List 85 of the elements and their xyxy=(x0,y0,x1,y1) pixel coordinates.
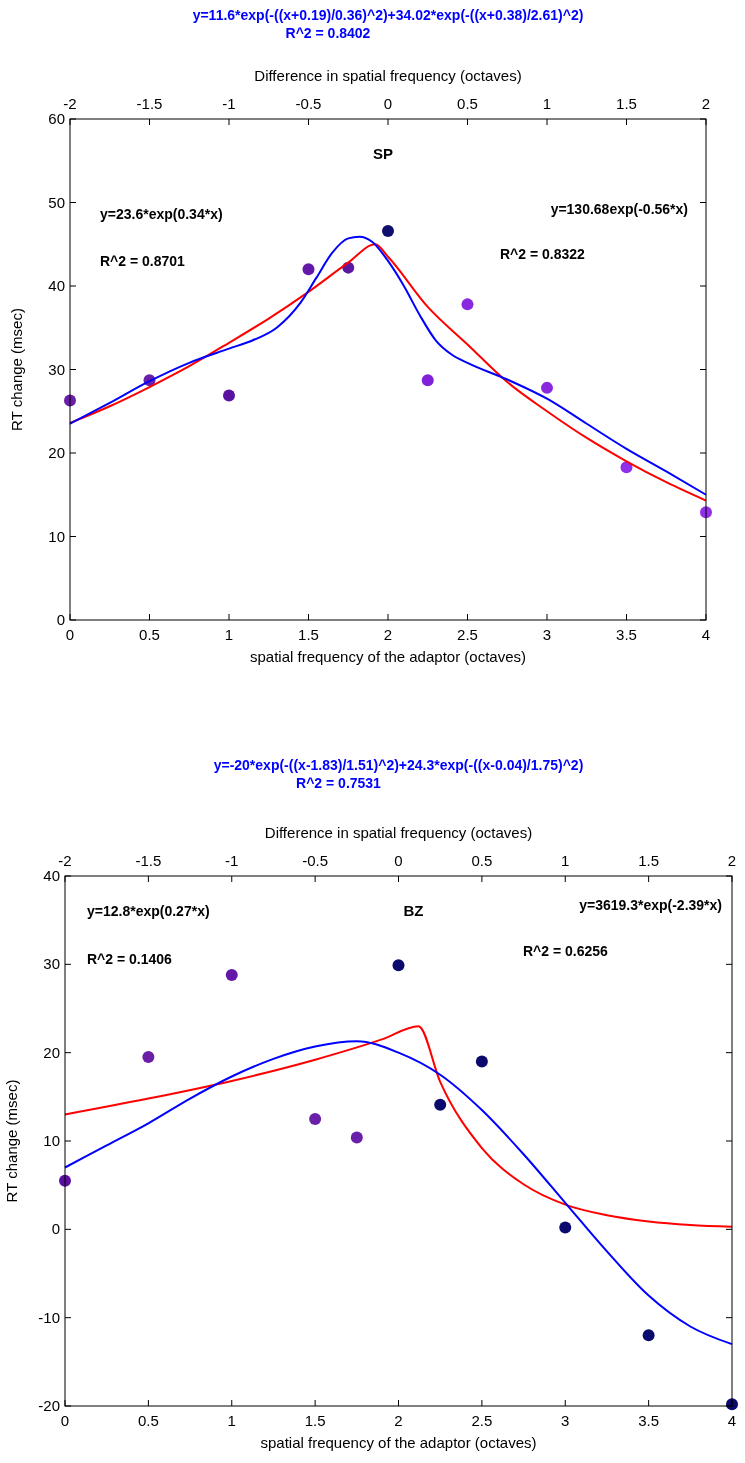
x2-tick-label: -1 xyxy=(222,95,236,112)
x-axis-title: spatial frequency of the adaptor (octaves) xyxy=(260,1434,537,1451)
y-tick-label: 20 xyxy=(43,1043,60,1061)
y-tick-label: 40 xyxy=(43,867,60,884)
x2-tick-label: 1 xyxy=(542,95,552,112)
x-tick-label: 2.5 xyxy=(471,1412,493,1429)
point xyxy=(642,1329,655,1342)
y-tick-label: 0 xyxy=(51,1220,60,1238)
x2-tick-label: 2 xyxy=(701,95,711,112)
point xyxy=(302,263,315,276)
x-tick-label: 2 xyxy=(383,626,393,643)
x-tick-label: 3.5 xyxy=(638,1412,660,1429)
x-tick-label: 4 xyxy=(727,1412,737,1429)
x-tick-label: 1.5 xyxy=(304,1412,326,1429)
x2-tick-label: 2 xyxy=(727,852,737,869)
y-tick-label: 10 xyxy=(43,1132,60,1149)
text: BZ xyxy=(403,902,424,919)
text: R^2 = 0.8402 xyxy=(285,25,371,41)
point xyxy=(223,389,235,402)
point xyxy=(142,1051,155,1064)
annotation: y=12.8*exp(0.27*x) xyxy=(87,903,210,919)
annotation: y=130.68exp(-0.56*x) xyxy=(550,201,688,217)
x2-tick-label: 0 xyxy=(383,95,393,112)
x-tick-label: 1 xyxy=(224,626,234,643)
text: y=11.6*exp(-((x+0.19)/0.36)^2)+34.02*exp(-((x+0.38)/2.61)^2) xyxy=(192,7,584,23)
point xyxy=(382,224,394,237)
x2-tick-label: 1 xyxy=(561,852,570,869)
x2-tick-label: -1 xyxy=(225,852,239,869)
x2-tick-label: 0 xyxy=(394,852,403,869)
x2-tick-label: -0.5 xyxy=(302,852,329,869)
x2-tick-label: -0.5 xyxy=(295,95,322,112)
y-axis-title: RT change (msec) xyxy=(8,308,25,431)
x2-tick-label: 0.5 xyxy=(457,95,478,112)
annotation: y=23.6*exp(0.34*x) xyxy=(100,206,223,222)
point xyxy=(350,1131,363,1144)
y-tick-label: 30 xyxy=(43,955,60,973)
x-tick-label: 2.5 xyxy=(457,626,478,643)
x-axis-title: spatial frequency of the adaptor (octaves) xyxy=(250,648,526,665)
y-tick-label: -20 xyxy=(38,1397,60,1414)
x2-axis-title: Difference in spatial frequency (octaves) xyxy=(254,67,522,84)
x2-tick-label: 1.5 xyxy=(638,852,660,869)
x2-tick-label: -1.5 xyxy=(135,852,162,869)
x2-tick-label: -2 xyxy=(63,95,77,112)
y-tick-label: 60 xyxy=(48,110,65,127)
line-series xyxy=(64,1025,733,1228)
point xyxy=(392,959,405,972)
x-tick-label: 2 xyxy=(394,1412,403,1429)
y-tick-label: 0 xyxy=(56,611,65,628)
x-tick-label: 0.5 xyxy=(137,1412,159,1429)
y-axis-title: RT change (msec) xyxy=(3,1079,20,1203)
x2-axis-title: Difference in spatial frequency (octaves) xyxy=(264,824,533,841)
annotation: R^2 = 0.1406 xyxy=(87,951,173,967)
text: y=-20*exp(-((x-1.83)/1.51)^2)+24.3*exp(-((x-0.04)/1.75)^2) xyxy=(213,757,584,773)
point xyxy=(225,968,238,981)
point xyxy=(559,1221,572,1234)
y-tick-label: 10 xyxy=(48,527,65,545)
text: SP xyxy=(372,145,394,162)
x2-tick-label: -1.5 xyxy=(136,95,163,112)
y-tick-label: 50 xyxy=(48,193,65,211)
annotation: R^2 = 0.8322 xyxy=(500,246,586,262)
x-tick-label: 3 xyxy=(561,1412,570,1429)
point xyxy=(541,381,553,394)
x2-tick-label: -2 xyxy=(58,852,72,869)
annotation: R^2 = 0.6256 xyxy=(523,943,609,959)
point xyxy=(475,1055,488,1068)
x2-tick-label: 0.5 xyxy=(471,852,493,869)
line-series xyxy=(64,1040,733,1346)
text: R^2 = 0.7531 xyxy=(296,775,382,791)
x-tick-label: 1.5 xyxy=(298,626,319,643)
y-tick-label: -10 xyxy=(38,1308,60,1326)
x2-tick-label: 1.5 xyxy=(616,95,637,112)
x-tick-label: 4 xyxy=(701,626,711,643)
point xyxy=(434,1098,447,1111)
x-tick-label: 0.5 xyxy=(139,626,160,643)
x-tick-label: 3 xyxy=(542,626,552,643)
y-tick-label: 40 xyxy=(48,277,65,294)
point xyxy=(461,298,474,311)
annotation: y=3619.3*exp(-2.39*x) xyxy=(579,897,722,913)
y-tick-label: 30 xyxy=(48,360,65,378)
annotation: R^2 = 0.8701 xyxy=(100,253,186,269)
y-tick-label: 20 xyxy=(48,444,65,461)
x-tick-label: 3.5 xyxy=(616,626,637,643)
point xyxy=(421,374,434,387)
x-tick-label: 1 xyxy=(227,1412,236,1429)
point xyxy=(309,1112,322,1125)
